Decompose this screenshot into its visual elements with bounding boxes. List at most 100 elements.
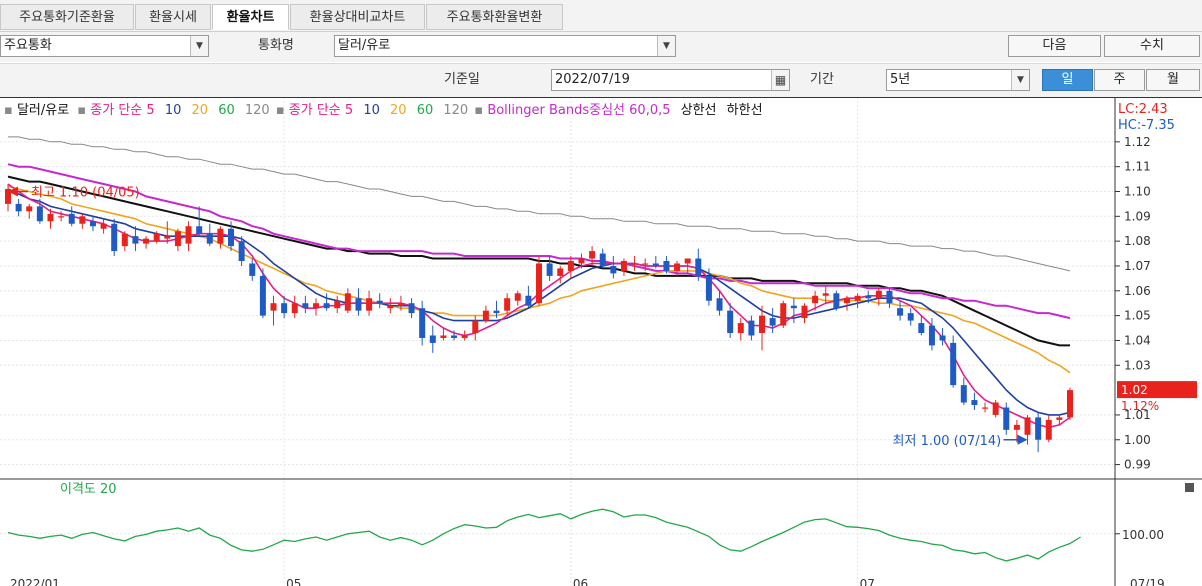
candle-body [419,308,426,338]
chart-legend: ▪ 달러/유로 ▪ 종가 단순 5 10 20 60 120 ▪ 종가 단순 5… [4,103,763,118]
candle-body [631,263,638,265]
hc-readout: HC:-7.35 [1118,118,1175,133]
candle-body [1003,407,1010,430]
tab-major-currency-rate[interactable]: 주요통화기준환율 [0,4,134,30]
candle-body [217,228,224,244]
legend-ma120: 120 [245,103,270,118]
candle-body [493,310,500,314]
candle-body [270,303,277,311]
candle-body [196,226,203,234]
candle-body [928,325,935,346]
candle-body [1056,417,1063,420]
chevron-down-icon[interactable]: ▼ [657,36,675,56]
candle-body [504,298,511,311]
candle-body [440,335,447,338]
oscillator-panel: 100.00 [0,508,1164,562]
price-tick-label: 1.03 [1124,358,1151,372]
candle-body [525,295,532,306]
tab-relative-chart[interactable]: 환율상대비교차트 [290,4,425,30]
base-date-field[interactable]: 2022/07/19 ▦ [551,69,790,91]
date-axis-label: 07/19 [1130,577,1165,586]
period-daily-button[interactable]: 일 [1042,69,1093,91]
candle-body [567,261,574,271]
candle-body [875,290,882,299]
chevron-down-icon[interactable]: ▼ [190,36,208,56]
period-select[interactable]: 5년 ▼ [886,69,1030,91]
candle-body [907,313,914,321]
period-weekly-button[interactable]: 주 [1094,69,1145,91]
tab-currency-converter[interactable]: 주요통화환율변환 [426,4,563,30]
chevron-down-icon[interactable]: ▼ [1011,70,1029,90]
values-button[interactable]: 수치 [1104,35,1200,57]
date-axis-label: 06 [573,577,588,586]
candle-body [249,263,256,276]
candle-body [620,261,627,271]
exchange-rate-chart[interactable]: 최고 1.10 (04/05)최저 1.00 (07/14) 1.121.111… [0,97,1202,586]
price-tick-label: 1.11 [1124,160,1151,174]
candle-body [610,265,617,274]
candle-body [748,320,755,336]
price-tick-label: 1.06 [1124,284,1151,298]
candle-body [514,293,521,301]
oscillator-tick-label: 100.00 [1122,528,1164,542]
price-tick-label: 1.01 [1124,408,1151,422]
candle-body [801,305,808,319]
currency-group-value: 주요통화 [4,38,52,53]
candle-body [26,206,33,212]
candle-body [206,233,213,244]
candle-body [100,223,107,229]
candle-body [143,238,150,244]
tab-exchange-chart[interactable]: 환율차트 [212,4,289,30]
candle-body [897,308,904,316]
candle-body [950,342,957,386]
panel-collapse-icon[interactable] [1185,483,1194,492]
candle-body [886,290,893,304]
tab-exchange-quotes[interactable]: 환율시세 [135,4,211,30]
candle-body [68,213,75,224]
candle-body [185,226,192,244]
candle-body [15,203,22,212]
price-tick-label: 1.12 [1124,135,1151,149]
next-button[interactable]: 다음 [1008,35,1101,57]
candle-body [854,295,861,301]
oscillator-label: 이격도 20 [60,482,117,497]
bollinger-mid-line [7,163,1071,320]
candle-body [58,216,65,218]
candle-body [36,206,43,222]
legend-upper-band: 상한선 [681,103,717,118]
candle-body [652,263,659,266]
date-axis-label: 05 [286,577,301,586]
price-tick-label: 1.04 [1124,333,1151,347]
candle-body [737,323,744,333]
date-axis-labels: 2022/01 05 06 07 07/19 [10,577,1165,586]
period-monthly-button[interactable]: 월 [1146,69,1200,91]
legend-bollinger: Bollinger Bands중심선 60,0,5 [487,103,670,118]
legend-ma120-b: 120 [443,103,468,118]
candle-body [589,251,596,259]
currency-name-label: 통화명 [258,38,294,53]
legend-lower-band: 하한선 [727,103,763,118]
legend-ma20-b: 20 [390,103,407,118]
price-tick-label: 0.99 [1124,458,1151,472]
candle-body [259,275,266,316]
candle-body [812,295,819,304]
candle-body [174,231,181,247]
currency-pair-select[interactable]: 달러/유로 ▼ [334,35,676,57]
legend-ma60-b: 60 [417,103,434,118]
price-tick-label: 1.09 [1124,209,1151,223]
last-price-label: 1.02 [1121,383,1148,397]
candle-body [1013,424,1020,430]
legend-ma10-b: 10 [363,103,380,118]
currency-group-select[interactable]: 주요통화 ▼ [0,35,209,57]
low-marker-arrow [1017,434,1028,445]
candle-body [1024,417,1031,435]
low-annotation: 최저 1.00 (07/14) [893,434,1002,449]
period-label: 기간 [810,72,834,87]
candle-body [281,303,288,314]
candle-body [557,268,564,276]
price-tick-label: 1.08 [1124,234,1151,248]
calendar-icon[interactable]: ▦ [771,70,789,90]
candle-body [716,298,723,311]
legend-ma20: 20 [192,103,209,118]
candle-body [451,335,458,338]
